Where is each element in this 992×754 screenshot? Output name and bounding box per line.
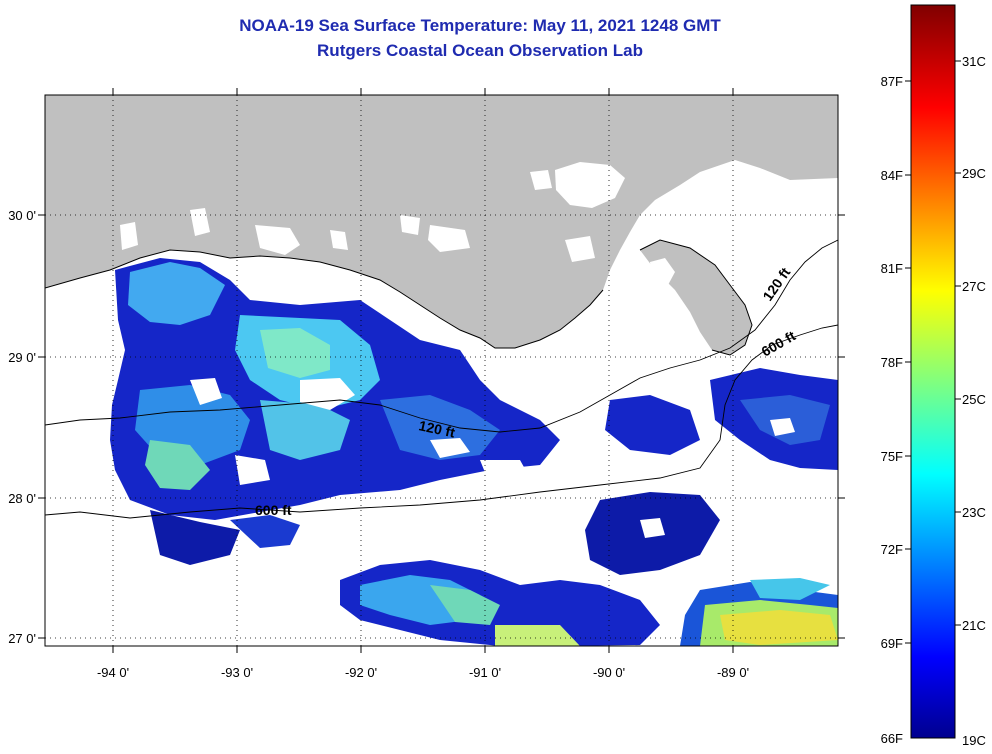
graticule [45, 95, 838, 646]
map-title: NOAA-19 Sea Surface Temperature: May 11,… [239, 16, 721, 35]
lon-label: -94 0' [97, 665, 129, 680]
land [45, 95, 838, 348]
colorbar-f-label: 81F [881, 261, 903, 276]
axis-ticks [38, 88, 845, 653]
lon-label: -91 0' [469, 665, 501, 680]
lat-label: 27 0' [8, 631, 36, 646]
lake-pontchartrain [555, 162, 625, 208]
colorbar-f-label: 87F [881, 74, 903, 89]
colorbar-c-label: 31C [962, 54, 986, 69]
colorbar-f-label: 84F [881, 168, 903, 183]
colorbar-c-label: 25C [962, 392, 986, 407]
map-frame [44, 94, 839, 647]
lon-label: -89 0' [717, 665, 749, 680]
isobath-600ft [45, 324, 838, 519]
coastline [45, 249, 604, 349]
lon-label: -90 0' [593, 665, 625, 680]
colorbar-ticks [905, 60, 961, 644]
colorbar [910, 4, 956, 739]
lon-label: -93 0' [221, 665, 253, 680]
colorbar-f-label: 66F [881, 731, 903, 746]
colorbar-c-label: 29C [962, 166, 986, 181]
contour-label-600ft: 600 ft [255, 502, 292, 518]
colorbar-c-label: 19C [962, 733, 986, 748]
colorbar-c-label: 27C [962, 279, 986, 294]
isobath-120ft [45, 239, 838, 433]
colorbar-c-label: 21C [962, 618, 986, 633]
colorbar-f-label: 75F [881, 449, 903, 464]
lon-label: -92 0' [345, 665, 377, 680]
colorbar-f-label: 72F [881, 542, 903, 557]
contour-label-120ft: 120 ft [417, 417, 456, 440]
sst-patches [110, 258, 838, 646]
colorbar-f-label: 78F [881, 355, 903, 370]
colorbar-f-label: 69F [881, 636, 903, 651]
lat-label: 30 0' [8, 208, 36, 223]
colorbar-c-label: 23C [962, 505, 986, 520]
lat-label: 28 0' [8, 491, 36, 506]
lat-label: 29 0' [8, 350, 36, 365]
map-subtitle: Rutgers Coastal Ocean Observation Lab [317, 41, 643, 60]
